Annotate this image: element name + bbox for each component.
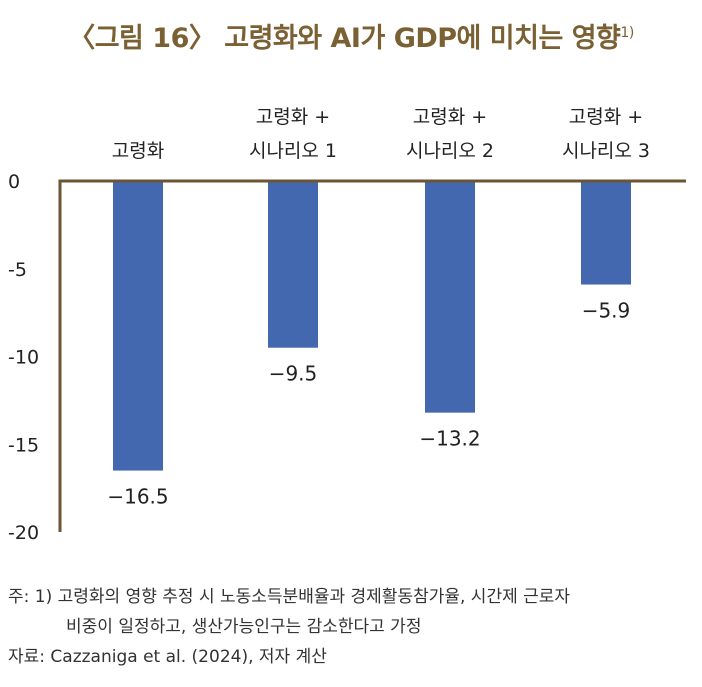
footnote-1-continued: 비중이 일정하고, 생산가능인구는 감소한다고 가정	[66, 617, 422, 637]
y-tick-label-3: -10	[8, 347, 39, 369]
footnote-1: 주: 1) 고령화의 영향 추정 시 노동소득분배율과 경제활동참가율, 시간제…	[8, 587, 571, 607]
category-label-4-line-2: 시나리오 3	[562, 140, 650, 162]
bar-2	[268, 181, 318, 348]
bar-4	[581, 181, 631, 285]
category-label-2-line-2: 시나리오 1	[249, 140, 337, 162]
bar-chart: 고령화 고령화 + 시나리오 1 고령화 + 시나리오 2 고령화 + 시나리오 3 0 -5…	[8, 106, 686, 544]
category-label-1-line-1: 고령화	[112, 140, 164, 162]
y-tick-label-1: 0	[8, 171, 20, 193]
category-label-3-line-2: 시나리오 2	[406, 140, 494, 162]
data-label-4: −5.9	[582, 299, 631, 323]
y-tick-label-2: -5	[8, 259, 27, 281]
data-label-3: −13.2	[419, 427, 480, 451]
bar-1	[113, 181, 163, 471]
footnotes: 주: 1) 고령화의 영향 추정 시 노동소득분배율과 경제활동참가율, 시간제…	[8, 582, 570, 672]
chart-title: 〈그림 16〉 고령화와 AI가 GDP에 미치는 영향1)	[0, 16, 702, 55]
bar-3	[425, 181, 475, 413]
title-footnote-mark: 1)	[620, 25, 634, 41]
category-label-2-line-1: 고령화 +	[256, 106, 330, 128]
data-labels: −16.5 −9.5 −13.2 −5.9	[107, 299, 630, 509]
y-tick-label-5: -20	[8, 522, 39, 544]
bars	[113, 181, 631, 471]
category-labels: 고령화 고령화 + 시나리오 1 고령화 + 시나리오 2 고령화 + 시나리오 3	[112, 106, 650, 162]
category-label-3-line-1: 고령화 +	[413, 106, 487, 128]
y-tick-label-4: -15	[8, 434, 39, 456]
data-label-2: −9.5	[269, 362, 318, 386]
source-note: 자료: Cazzaniga et al. (2024), 저자 계산	[8, 647, 327, 667]
data-label-1: −16.5	[107, 485, 168, 509]
category-label-4-line-1: 고령화 +	[569, 106, 643, 128]
y-axis-tick-labels: 0 -5 -10 -15 -20	[8, 171, 39, 544]
chart-title-text: 〈그림 16〉 고령화와 AI가 GDP에 미치는 영향	[68, 23, 621, 54]
